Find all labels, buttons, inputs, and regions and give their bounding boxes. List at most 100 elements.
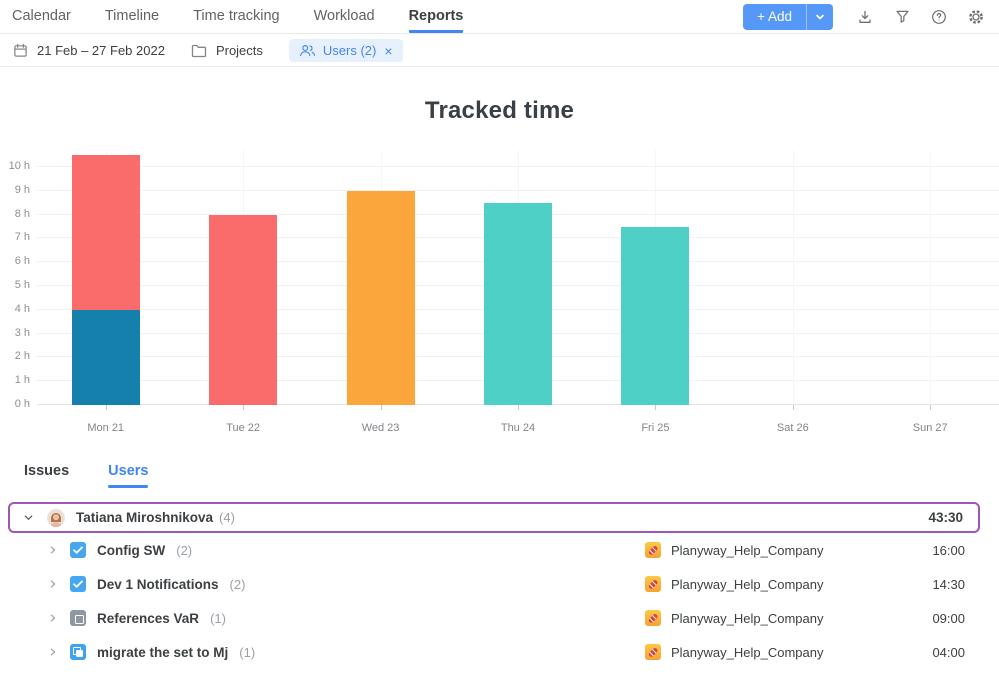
x-tick-label: Mon 21 [87,422,125,434]
x-tick-mark [105,405,107,410]
project-name: Planyway_Help_Company [671,610,824,626]
y-tick-label: 4 h [14,302,30,315]
x-tick-mark [517,405,519,410]
nav-item-workload[interactable]: Workload [313,8,375,24]
chart-column-sat-26 [724,150,861,410]
segment-blue[interactable] [71,309,140,405]
folder-icon [191,44,207,57]
chevron-down-icon [814,11,826,23]
tab-issues-label: Issues [24,463,70,479]
chart-y-axis: 0 h 1 h 2 h 3 h 4 h 5 h 6 h 7 h 8 h 9 h 10 h [0,150,32,410]
nav-item-reports[interactable]: Reports [408,0,464,33]
segment-teal[interactable] [483,202,552,405]
vertical-gridline [930,150,932,405]
x-tick-label: Thu 24 [500,422,536,434]
task-time: 14:30 [932,576,965,592]
help-icon [932,9,946,24]
bar-mon-21[interactable] [71,155,140,405]
project-name: Planyway_Help_Company [671,576,824,592]
report-table: Tatiana Miroshnikova (4) 43:30 Config SW… [0,502,999,669]
project-name: Planyway_Help_Company [671,542,824,558]
tab-issues[interactable]: Issues [24,459,69,488]
report-tabs: Issues Users [24,459,149,488]
task-row[interactable]: migrate the set to Mj (1) Planyway_Help_… [0,635,999,669]
tab-users-label: Users [108,463,149,479]
chart-column-fri-25 [587,150,724,410]
chart-x-axis: Mon 21 Tue 22 Wed 23 Thu 24 Fri 25 Sat 26 Sun … [37,422,999,434]
y-tick-label: 2 h [14,350,30,363]
user-total-time: 43:30 [928,510,963,525]
bar-thu-24[interactable] [483,202,552,405]
projects-label: Projects [215,43,263,58]
chart-column-sun-27 [862,150,999,410]
x-tick-label: Tue 22 [226,422,261,434]
status-icon [70,610,86,626]
download-icon [859,10,871,23]
y-tick-label: 8 h [14,207,30,220]
projects-filter[interactable]: Projects [191,43,263,58]
nav-item-timeline[interactable]: Timeline [104,8,160,24]
download-button[interactable] [856,8,874,26]
task-label: References VaR [97,610,200,626]
x-tick-label: Sat 26 [776,422,809,434]
planyway-project-icon [645,644,661,660]
user-name: Tatiana Miroshnikova [76,510,214,525]
date-range-filter[interactable]: 21 Feb – 27 Feb 2022 [13,43,165,58]
help-button[interactable] [930,8,948,26]
segment-coral[interactable] [209,214,278,405]
task-row[interactable]: Dev 1 Notifications (2) Planyway_Help_Co… [0,567,999,601]
task-row[interactable]: Config SW (2) Planyway_Help_Company 16:0… [0,533,999,567]
x-tick-mark [930,405,932,410]
tab-users[interactable]: Users [108,459,149,488]
task-count: (2) [176,542,193,558]
user-task-count: (4) [219,510,235,525]
add-dropdown-button[interactable] [806,3,833,30]
chart-column-wed-23 [312,150,449,410]
segment-coral[interactable] [71,155,140,310]
add-button[interactable]: + Add [757,9,792,24]
task-label: migrate the set to Mj [97,644,229,660]
chevron-right-icon[interactable] [47,646,59,658]
users-filter-chip[interactable]: Users (2) × [288,39,403,62]
close-icon[interactable]: × [384,42,393,59]
bar-wed-23[interactable] [346,190,415,405]
segment-orange[interactable] [346,190,415,405]
filter-bar: 21 Feb – 27 Feb 2022 Projects Users (2) … [0,35,999,67]
segment-teal[interactable] [621,226,690,405]
y-tick-label: 5 h [14,279,30,291]
settings-button[interactable] [967,8,985,26]
user-row-tatiana[interactable]: Tatiana Miroshnikova (4) 43:30 [8,502,980,533]
chart-plot [37,150,999,410]
chevron-right-icon[interactable] [47,612,59,624]
add-split-button: + Add [743,3,833,30]
bar-tue-22[interactable] [209,214,278,405]
top-navigation: Calendar Timeline Time tracking Workload… [0,0,999,34]
users-icon [299,45,315,56]
checkbox-icon [70,576,86,592]
project-name: Planyway_Help_Company [671,644,824,660]
x-tick-mark [380,405,382,410]
bar-fri-25[interactable] [621,226,690,405]
chevron-right-icon[interactable] [47,578,59,590]
task-row[interactable]: References VaR (1) Planyway_Help_Company… [0,601,999,635]
tab-underline [108,485,149,488]
x-tick-mark [655,405,657,410]
y-tick-label: 7 h [14,231,30,244]
tab-underline [24,485,69,488]
y-tick-label: 10 h [8,160,30,172]
chart-column-mon-21 [37,150,174,410]
calendar-icon [14,43,27,57]
nav-item-time-tracking[interactable]: Time tracking [193,8,280,24]
chevron-down-icon[interactable] [22,512,34,524]
x-tick-label: Sun 27 [912,422,948,434]
checkbox-icon [70,542,86,558]
chart-title: Tracked time [424,97,575,124]
chevron-right-icon[interactable] [47,544,59,556]
y-tick-label: 9 h [14,183,30,196]
planyway-project-icon [645,576,661,592]
users-chip-label: Users (2) [322,43,377,58]
filter-button[interactable] [893,8,911,26]
nav-item-calendar[interactable]: Calendar [12,8,71,24]
y-tick-label: 6 h [14,255,30,268]
task-count: (2) [229,576,246,592]
